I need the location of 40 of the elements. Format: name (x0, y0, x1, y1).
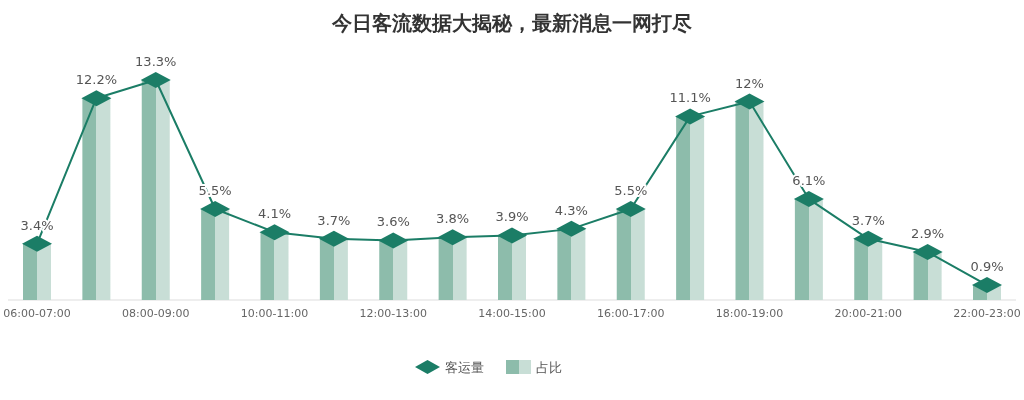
bar (201, 209, 230, 300)
data-label: 2.9% (911, 226, 945, 242)
x-tick-label: 08:00-09:00 (122, 307, 190, 320)
data-label: 3.8% (436, 211, 470, 227)
x-tick-label: 12:00-13:00 (359, 307, 427, 320)
bar (616, 209, 645, 300)
data-label: 4.1% (257, 206, 292, 222)
bar (23, 243, 51, 300)
legend-label: 占比 (536, 360, 562, 375)
data-label: 12.2% (75, 72, 118, 88)
data-label: 3.6% (376, 214, 410, 230)
bar (260, 232, 289, 300)
bar (82, 98, 111, 300)
x-tick-label: 22:00-23:00 (953, 307, 1021, 320)
data-label: 3.9% (495, 209, 529, 225)
bar (141, 80, 170, 300)
data-label: 4.3% (554, 202, 588, 218)
data-label: 0.9% (970, 259, 1004, 275)
x-tick-label: 20:00-21:00 (834, 307, 902, 320)
legend-label: 客运量 (445, 360, 484, 375)
x-tick-label: 06:00-07:00 (3, 307, 71, 320)
bar (735, 101, 764, 300)
bar (557, 228, 586, 300)
bar (438, 237, 467, 300)
data-label: 11.1% (669, 90, 711, 106)
x-tick-label: 10:00-11:00 (240, 307, 309, 320)
x-tick-label: 16:00-17:00 (597, 307, 665, 320)
data-label: 3.7% (317, 212, 351, 228)
data-label: 12% (735, 75, 764, 91)
bar (379, 240, 408, 300)
data-label: 3.7% (851, 212, 885, 228)
x-tick-label: 14:00-15:00 (478, 307, 546, 320)
x-tick-label: 18:00-19:00 (715, 307, 784, 320)
bar (498, 235, 526, 300)
bar (676, 116, 705, 300)
data-label: 13.3% (135, 54, 177, 69)
bar (854, 238, 883, 300)
bar (794, 199, 823, 300)
bar (319, 238, 348, 300)
chart-title: 今日客流数据大揭秘，最新消息一网打尽 (331, 11, 693, 35)
